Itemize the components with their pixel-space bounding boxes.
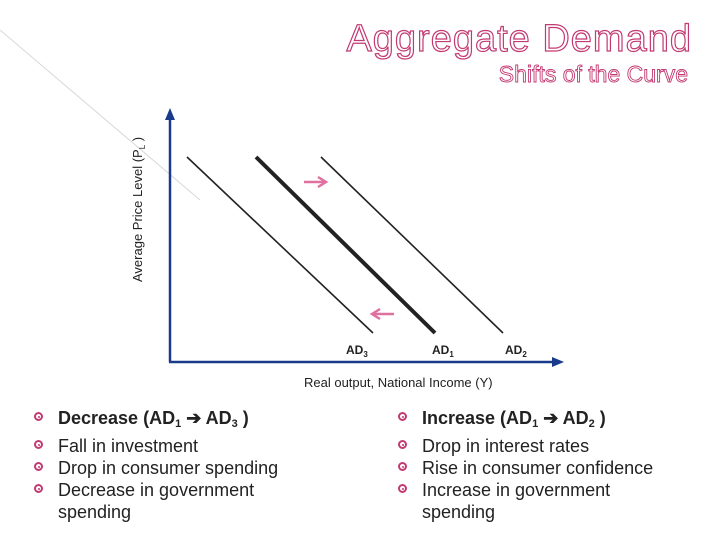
bullet-icon [34, 484, 43, 493]
ad1-curve [254, 155, 437, 335]
increase-list: Increase (AD1 ➔ AD2 ) Drop in interest r… [386, 407, 706, 523]
ad2-curve [320, 156, 504, 334]
bullet-icon [398, 412, 407, 421]
x-axis-label: Real output, National Income (Y) [304, 375, 493, 390]
increase-header: Increase (AD1 ➔ AD2 ) [386, 407, 706, 435]
slide-title: Aggregate Demand [346, 18, 692, 60]
list-item: Rise in consumer confidence [386, 457, 706, 479]
decrease-header: Decrease (AD1 ➔ AD3 ) [22, 407, 352, 435]
bullet-icon [34, 412, 43, 421]
list-item: Decrease in government spending [22, 479, 308, 523]
decrease-list: Decrease (AD1 ➔ AD3 ) Fall in investment… [22, 407, 352, 523]
x-axis-arrowhead [552, 357, 564, 367]
ad2-label: AD2 [505, 343, 527, 359]
shift-right-arrow [304, 175, 329, 189]
right-arrow-icon: ➔ [543, 408, 559, 428]
shift-left-arrow [369, 307, 394, 321]
y-axis-label: Average Price Level (PL ) [130, 137, 147, 282]
slide-subtitle: Shifts of the Curve [498, 61, 688, 87]
right-arrow-icon: ➔ [186, 408, 202, 428]
ad1-label: AD1 [432, 343, 454, 359]
bullet-icon [398, 462, 407, 471]
decorative-diagonal [0, 29, 201, 201]
y-axis-arrowhead [165, 108, 175, 120]
ad3-label: AD3 [346, 343, 368, 359]
bullet-icon [398, 440, 407, 449]
list-item: Fall in investment [22, 435, 352, 457]
bullet-icon [34, 462, 43, 471]
ad3-curve [186, 156, 374, 334]
list-item: Drop in consumer spending [22, 457, 352, 479]
bullet-icon [34, 440, 43, 449]
bullet-icon [398, 484, 407, 493]
list-item: Drop in interest rates [386, 435, 706, 457]
list-item: Increase in government spending [386, 479, 682, 523]
